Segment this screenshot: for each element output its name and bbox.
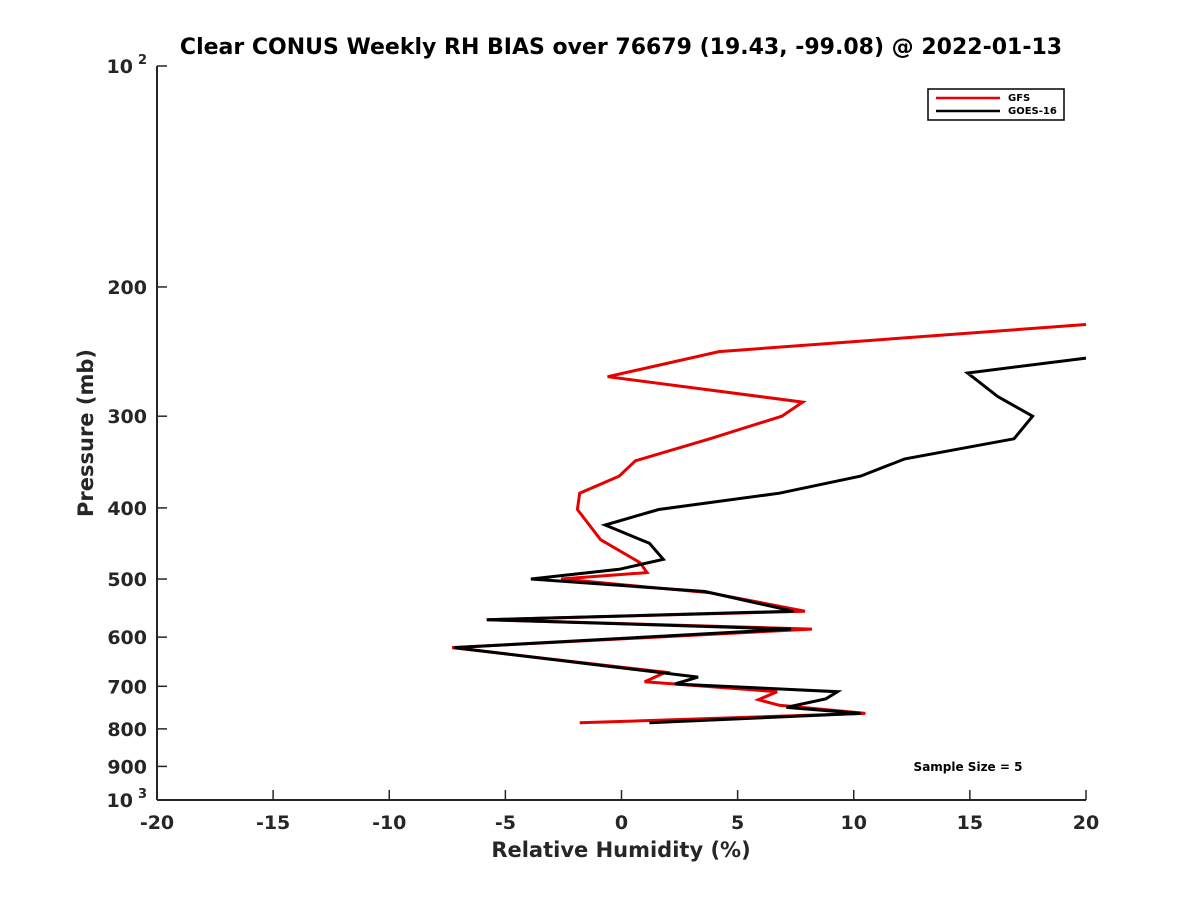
y-tick-label: 500 [107, 569, 147, 591]
y-tick-exponent: 3 [138, 787, 147, 802]
y-tick-label: 600 [107, 627, 147, 649]
legend-label-gfs: GFS [1008, 93, 1030, 104]
x-tick-label: -15 [256, 812, 290, 834]
y-tick-label: 900 [107, 756, 147, 778]
x-tick-label: -10 [372, 812, 406, 834]
y-tick-label: 400 [107, 498, 147, 520]
series-line-goes-16 [454, 356, 1087, 725]
x-tick-label: 5 [731, 812, 744, 834]
x-tick-label: 10 [841, 812, 867, 834]
y-tick-label: 800 [107, 719, 147, 741]
y-tick-exponent: 2 [138, 53, 147, 68]
y-tick-label: 10 [107, 790, 133, 812]
y-tick-label: 200 [107, 277, 147, 299]
x-tick-label: 15 [957, 812, 983, 834]
legend-box [927, 88, 1065, 121]
sample-size-annotation: Sample Size = 5 [914, 760, 1023, 774]
legend: GFS GOES-16 [927, 88, 1065, 121]
x-tick-label: -20 [140, 812, 174, 834]
x-tick-label: 20 [1073, 812, 1099, 834]
series-line-gfs [451, 323, 1087, 725]
axis-layer: -20 -15 -10 -5 0 5 10 15 20 10 2 200 300 400 500 600 700… [107, 53, 1100, 834]
y-tick-label: 700 [107, 676, 147, 698]
x-tick-label: 0 [615, 812, 628, 834]
y-tick-label: 300 [107, 406, 147, 428]
series-layer [451, 323, 1087, 725]
chart-title: Clear CONUS Weekly RH BIAS over 76679 (1… [180, 35, 1062, 60]
y-axis-label: Pressure (mb) [74, 349, 98, 517]
x-axis-label: Relative Humidity (%) [491, 838, 750, 862]
y-tick-label: 10 [107, 56, 133, 78]
legend-label-goes-16: GOES-16 [1008, 106, 1057, 117]
x-tick-label: -5 [495, 812, 516, 834]
